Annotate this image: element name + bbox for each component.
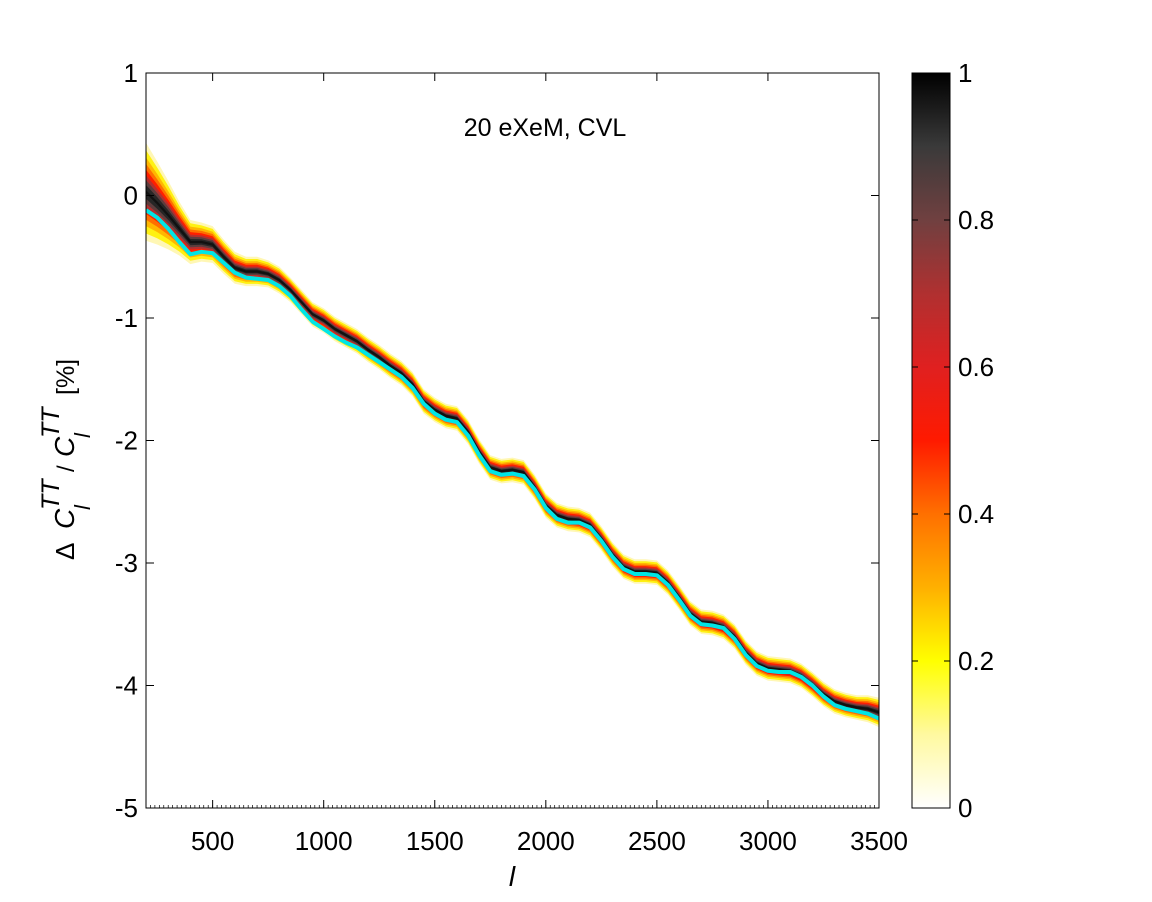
y-axis: 1 0 -1 -2 -3 -4 -5	[115, 58, 879, 823]
y-tick-label: -3	[115, 548, 138, 578]
y-tick-label: 0	[124, 181, 138, 211]
y-label-sup1: TT	[37, 478, 65, 510]
probability-band	[146, 142, 879, 728]
series-line-best-fit	[146, 208, 879, 721]
plot-background	[146, 73, 879, 808]
x-tick-label: 1000	[295, 826, 353, 856]
y-tick-label: -2	[115, 426, 138, 456]
y-label-unit: [%]	[52, 359, 80, 395]
x-tick-label: 3000	[739, 826, 797, 856]
x-tick-label: 2000	[517, 826, 575, 856]
y-tick-label: -5	[115, 793, 138, 823]
colorbar-ticks: 1 0.8 0.6 0.4 0.2 0	[912, 58, 994, 823]
x-tick-label: 3500	[850, 826, 908, 856]
colorbar-tick-label: 0	[958, 793, 972, 823]
colorbar-tick-label: 0.4	[958, 499, 994, 529]
y-label-sub2: l	[70, 432, 95, 438]
y-label-sup2: TT	[37, 406, 65, 438]
y-label-c1: C	[49, 508, 80, 529]
x-tick-label: 1500	[406, 826, 464, 856]
x-tick-label: 500	[191, 826, 234, 856]
y-axis-label: Δ C TT l / C TT l [%]	[37, 359, 95, 560]
plot-area	[145, 72, 880, 809]
y-label-delta: Δ	[50, 543, 80, 560]
y-tick-label: -4	[115, 671, 138, 701]
y-label-slash: /	[53, 465, 80, 472]
colorbar-tick-label: 0.2	[958, 646, 994, 676]
colorbar-tick-label: 0.6	[958, 352, 994, 382]
colorbar: 1 0.8 0.6 0.4 0.2 0	[911, 58, 994, 823]
colorbar-tick-label: 0.8	[958, 205, 994, 235]
series-lines	[146, 191, 879, 721]
x-tick-label: 2500	[628, 826, 686, 856]
y-label-sub1: l	[70, 504, 95, 510]
y-tick-label: 1	[124, 58, 138, 88]
colorbar-tick-label: 1	[958, 58, 972, 88]
chart-title: 20 eXeM, CVL	[464, 114, 627, 142]
band-level-0	[146, 142, 879, 728]
y-tick-label: -1	[115, 303, 138, 333]
colorbar-frame	[911, 72, 951, 809]
colorbar-gradient	[912, 73, 950, 808]
x-axis: 500 1000 1500 2000 2500 3000 3500	[150, 73, 908, 856]
y-label-c2: C	[49, 436, 80, 457]
x-axis-label: l	[509, 861, 516, 892]
